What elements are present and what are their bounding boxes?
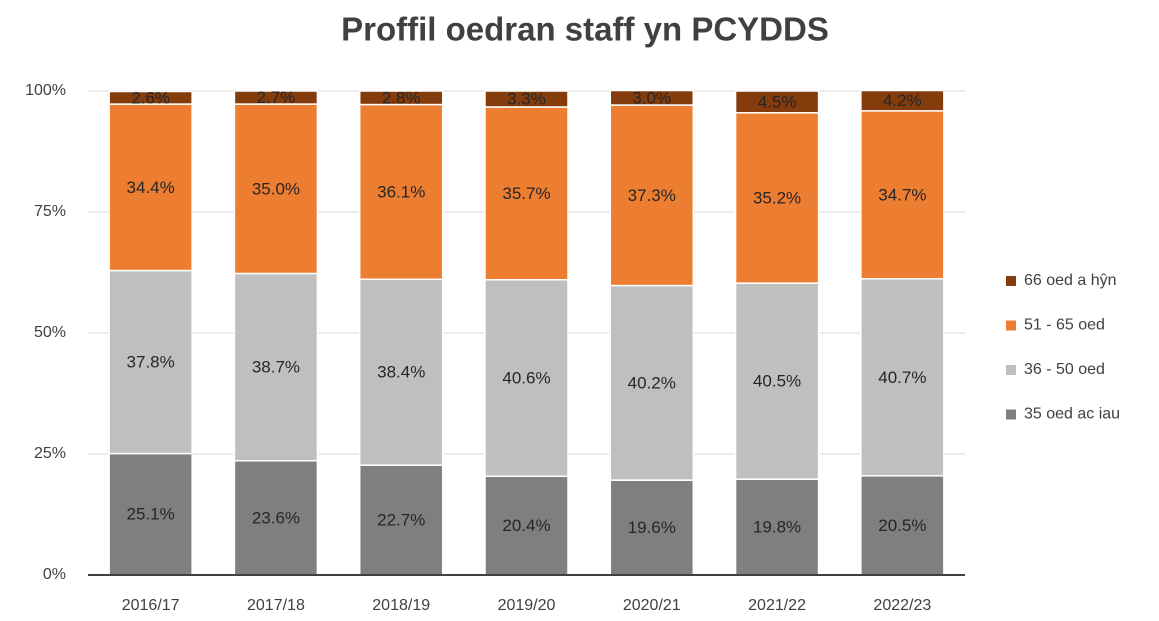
bar-segment bbox=[358, 90, 444, 106]
bar-segment bbox=[233, 90, 319, 105]
legend-label: 36 - 50 oed bbox=[1024, 361, 1105, 378]
data-label: 40.7% bbox=[878, 368, 926, 387]
data-label: 38.7% bbox=[252, 358, 300, 377]
bar-segment bbox=[108, 269, 193, 455]
bar-segment bbox=[108, 452, 193, 576]
bar-segment bbox=[609, 89, 695, 106]
legend-swatch bbox=[1006, 320, 1016, 331]
data-label: 23.6% bbox=[252, 508, 300, 527]
legend-label: 66 oed a hŷn bbox=[1024, 272, 1117, 289]
data-label: 3.0% bbox=[632, 88, 671, 107]
data-label: 34.7% bbox=[878, 185, 926, 204]
data-label: 2.8% bbox=[382, 88, 421, 107]
data-label: 38.4% bbox=[377, 363, 425, 382]
data-label: 20.5% bbox=[878, 516, 926, 535]
chart-title: Proffil oedran staff yn PCYDDS bbox=[341, 11, 829, 48]
bar-segment bbox=[358, 103, 444, 281]
x-tick-label: 2018/19 bbox=[372, 597, 430, 614]
data-label: 19.6% bbox=[628, 518, 676, 537]
legend-swatch bbox=[1006, 365, 1016, 375]
legend-swatch bbox=[1006, 276, 1016, 286]
data-label: 20.4% bbox=[502, 516, 550, 535]
data-label: 35.2% bbox=[753, 188, 801, 207]
data-label: 2.6% bbox=[131, 88, 170, 107]
bar-segment bbox=[609, 284, 695, 481]
data-label: 36.1% bbox=[377, 182, 425, 201]
y-tick-label: 0% bbox=[43, 566, 66, 583]
data-label: 40.5% bbox=[753, 372, 801, 391]
x-tick-label: 2021/22 bbox=[748, 597, 806, 614]
bar-segment bbox=[108, 103, 193, 272]
bar-segment bbox=[860, 475, 945, 576]
y-tick-label: 100% bbox=[25, 82, 66, 99]
data-label: 4.2% bbox=[883, 91, 922, 110]
data-label: 4.5% bbox=[758, 92, 797, 111]
data-label: 2.7% bbox=[257, 88, 296, 107]
legend-label: 51 - 65 oed bbox=[1024, 317, 1105, 334]
bar-segment bbox=[108, 90, 193, 105]
bar-segment bbox=[609, 479, 695, 576]
bar-segment bbox=[233, 460, 319, 576]
data-label: 37.3% bbox=[628, 186, 676, 205]
bar-segment bbox=[734, 112, 820, 284]
bar-segment bbox=[734, 282, 820, 480]
legend-label: 35 oed ac iau bbox=[1024, 406, 1120, 423]
bar-segment bbox=[233, 272, 319, 462]
bar-segment bbox=[860, 89, 945, 112]
x-tick-label: 2019/20 bbox=[498, 597, 556, 614]
data-label: 37.8% bbox=[127, 353, 175, 372]
bar-segment bbox=[860, 278, 945, 477]
data-label: 35.0% bbox=[252, 179, 300, 198]
data-label: 3.3% bbox=[507, 89, 546, 108]
data-label: 22.7% bbox=[377, 511, 425, 530]
data-label: 34.4% bbox=[127, 178, 175, 197]
data-label: 40.2% bbox=[628, 373, 676, 392]
data-label: 19.8% bbox=[753, 518, 801, 537]
legend-swatch bbox=[1006, 409, 1016, 420]
bar-segment bbox=[734, 90, 820, 114]
x-tick-label: 2020/21 bbox=[623, 597, 681, 614]
bar-segment bbox=[358, 278, 444, 466]
y-tick-label: 25% bbox=[34, 445, 66, 462]
x-tick-label: 2017/18 bbox=[247, 597, 305, 614]
bar-segment bbox=[358, 464, 444, 576]
bar-segment bbox=[860, 110, 945, 280]
y-tick-label: 50% bbox=[34, 324, 66, 341]
x-tick-label: 2016/17 bbox=[122, 597, 180, 614]
y-tick-label: 75% bbox=[34, 203, 66, 220]
x-tick-label: 2022/23 bbox=[873, 597, 931, 614]
bar-segment bbox=[484, 90, 569, 108]
data-label: 35.7% bbox=[502, 184, 550, 203]
data-label: 40.6% bbox=[502, 368, 550, 387]
bar-segment bbox=[609, 104, 695, 287]
bar-segment bbox=[484, 106, 569, 281]
data-label: 25.1% bbox=[127, 505, 175, 524]
